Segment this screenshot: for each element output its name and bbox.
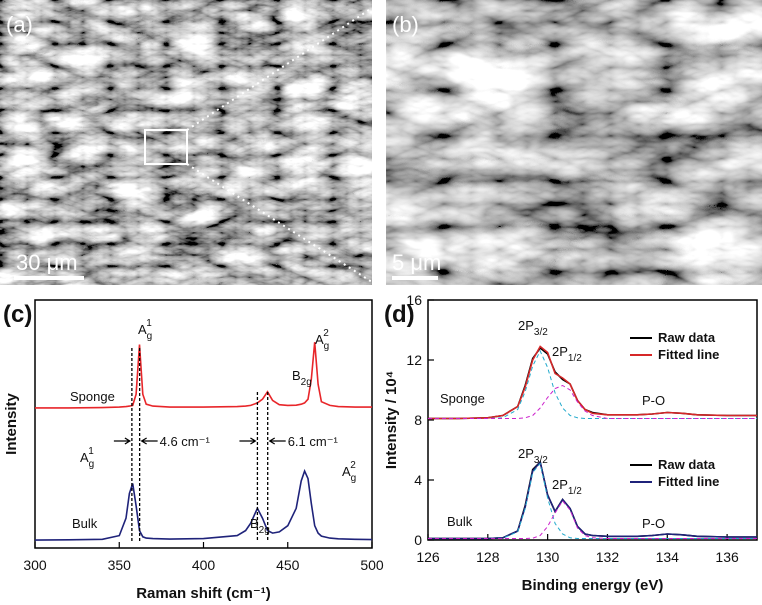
- legend-label: Raw data: [658, 330, 716, 345]
- x-tick-label: 500: [360, 557, 384, 573]
- annotation: 2P1/2: [552, 477, 582, 497]
- scale-label: 30 μm: [16, 250, 78, 275]
- data-line: [428, 462, 757, 539]
- label-sub: 1/2: [568, 486, 582, 497]
- x-tick-label: 130: [536, 549, 560, 565]
- zoom-line: [186, 163, 373, 283]
- label-main: A: [138, 322, 147, 337]
- legend-label: Fitted line: [658, 474, 719, 489]
- annotation: Ag 2: [315, 328, 329, 352]
- y-tick-label: 12: [406, 352, 422, 368]
- label-sub: g: [351, 473, 357, 484]
- annotation: 2P3/2: [518, 446, 548, 466]
- group-label: Sponge: [440, 391, 485, 406]
- label-main: 2P: [518, 446, 534, 461]
- x-tick-label: 450: [276, 557, 300, 573]
- data-line: [428, 345, 757, 420]
- y-axis-label: Intensity / 10⁴: [383, 371, 400, 469]
- panel-label: (c): [3, 301, 32, 328]
- x-axis-label: Raman shift (cm⁻¹): [136, 585, 271, 602]
- annotation: Ag 1: [138, 318, 152, 342]
- label-sub: 2g: [259, 525, 270, 536]
- group-label: Bulk: [447, 514, 473, 529]
- arrow: [239, 437, 286, 445]
- arrow: [113, 437, 158, 445]
- label-main: A: [80, 450, 89, 465]
- annotation: P-O: [642, 393, 665, 408]
- x-tick-label: 128: [476, 549, 500, 565]
- panel-label: (d): [384, 301, 415, 328]
- label-main: P-O: [642, 516, 665, 531]
- label-main: B: [250, 516, 259, 531]
- shift-label: 4.6 cm⁻¹: [160, 434, 211, 449]
- label-sub: g: [147, 331, 153, 342]
- legend-label: Fitted line: [658, 347, 719, 362]
- label-sup: 2: [323, 328, 329, 339]
- annotation: P-O: [642, 516, 665, 531]
- sem-texture-b: [386, 0, 762, 285]
- legend-label: Raw data: [658, 457, 716, 472]
- label-main: 2P: [552, 344, 568, 359]
- y-axis-label: Intensity: [3, 393, 20, 455]
- x-tick-label: 300: [23, 557, 47, 573]
- data-line: [428, 349, 757, 419]
- label-sup: 2: [350, 460, 356, 471]
- x-axis-label: Binding energy (eV): [522, 577, 664, 594]
- x-tick-label: 400: [192, 557, 216, 573]
- zoom-box: [144, 129, 188, 165]
- label-main: A: [342, 464, 351, 479]
- label-sub: 3/2: [534, 455, 548, 466]
- y-tick-label: 0: [414, 532, 422, 548]
- zoom-line: [186, 7, 373, 131]
- label-sup: 1: [146, 318, 152, 329]
- x-tick-label: 134: [656, 549, 680, 565]
- y-tick-label: 4: [414, 472, 422, 488]
- data-line: [428, 500, 757, 539]
- annotation: 2P3/2: [518, 318, 548, 338]
- annotation: B2g: [250, 516, 270, 536]
- label-sub: 3/2: [534, 327, 548, 338]
- y-tick-label: 16: [406, 292, 422, 308]
- x-tick-label: 132: [596, 549, 620, 565]
- scale-label: 5 μm: [392, 250, 441, 275]
- label-main: 2P: [552, 477, 568, 492]
- label-main: A: [315, 332, 324, 347]
- data-line: [428, 384, 757, 419]
- x-tick-label: 350: [108, 557, 132, 573]
- label-sup: 1: [88, 446, 94, 457]
- x-tick-label: 126: [416, 549, 440, 565]
- panel-label: (b): [392, 12, 419, 37]
- label-main: 2P: [518, 318, 534, 333]
- x-tick-label: 136: [715, 549, 739, 565]
- series-label: Bulk: [72, 516, 98, 531]
- data-line: [428, 460, 757, 540]
- panel-label: (a): [6, 12, 33, 37]
- label-sub: 1/2: [568, 353, 582, 364]
- series-label: Sponge: [70, 389, 115, 404]
- shift-label: 6.1 cm⁻¹: [288, 434, 339, 449]
- y-tick-label: 8: [414, 412, 422, 428]
- annotation: Ag 2: [342, 460, 356, 484]
- label-sub: 2g: [301, 377, 312, 388]
- label-main: B: [292, 368, 301, 383]
- label-sub: g: [89, 459, 95, 470]
- annotation: 2P1/2: [552, 344, 582, 364]
- label-sub: g: [324, 341, 330, 352]
- annotation: B2g: [292, 368, 312, 388]
- annotation: Ag 1: [80, 446, 94, 470]
- label-main: P-O: [642, 393, 665, 408]
